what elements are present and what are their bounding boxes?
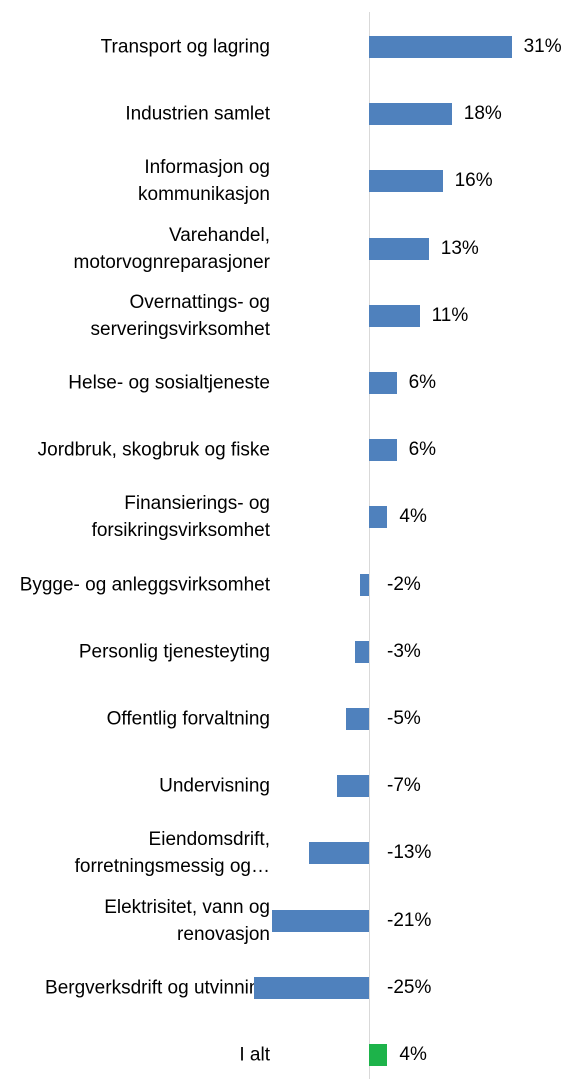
- category-label: Offentlig forvaltning: [106, 708, 270, 730]
- bar: [369, 237, 429, 260]
- value-label: -21%: [387, 909, 432, 931]
- value-label: -7%: [387, 775, 421, 797]
- bar: [346, 708, 369, 730]
- value-label: 18%: [463, 103, 502, 125]
- value-label: -3%: [387, 640, 421, 662]
- bar: [369, 439, 397, 462]
- category-label: Transport og lagring: [100, 36, 270, 58]
- category-label: Personlig tjenesteyting: [78, 641, 270, 663]
- category-label: Informasjon og kommunikasjon: [138, 157, 270, 206]
- bar: [369, 36, 512, 58]
- bar: [369, 170, 443, 193]
- value-label: 4%: [399, 506, 427, 528]
- bar: [254, 976, 369, 999]
- bar: [369, 1044, 388, 1066]
- category-label: Helse- og sosialtjeneste: [68, 372, 270, 394]
- value-label: 13%: [440, 237, 479, 259]
- category-label: Eiendomsdrift, forretningsmessig og…: [74, 829, 270, 878]
- category-label: Bygge- og anleggsvirksomhet: [19, 574, 270, 596]
- bar: [369, 372, 397, 394]
- category-label: Elektrisitet, vann og renovasjon: [104, 896, 270, 945]
- value-label: 6%: [408, 439, 437, 461]
- value-label: 16%: [454, 170, 493, 192]
- category-label: I alt: [239, 1044, 270, 1066]
- category-label: Overnattings- og serveringsvirksomhet: [90, 291, 271, 340]
- category-label: Finansierings- og forsikringsvirksomhet: [91, 493, 270, 542]
- bar: [369, 103, 452, 126]
- value-label: -13%: [387, 842, 432, 864]
- category-label: Varehandel, motorvognreparasjoner: [73, 224, 270, 273]
- zero-axis: [369, 12, 370, 1079]
- value-label: 31%: [523, 36, 562, 57]
- category-label: Jordbruk, skogbruk og fiske: [37, 439, 270, 461]
- value-label: -25%: [387, 976, 432, 998]
- category-label: Bergverksdrift og utvinning: [45, 977, 270, 999]
- bar: [272, 909, 369, 932]
- bar: [369, 304, 420, 327]
- bar: [369, 506, 388, 529]
- bar: [309, 842, 369, 865]
- bar: [336, 775, 369, 798]
- value-label: 4%: [399, 1044, 427, 1065]
- bar: [355, 640, 369, 663]
- category-label: Undervisning: [159, 775, 270, 797]
- bar: [359, 573, 369, 596]
- value-label: 11%: [431, 304, 469, 326]
- value-label: 6%: [408, 372, 437, 393]
- value-label: -2%: [387, 573, 421, 595]
- value-label: -5%: [387, 708, 421, 729]
- category-label: Industrien samlet: [125, 103, 270, 125]
